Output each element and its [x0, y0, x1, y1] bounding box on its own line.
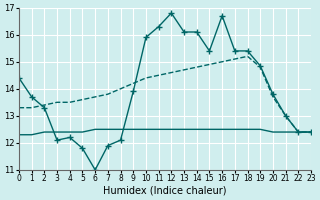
X-axis label: Humidex (Indice chaleur): Humidex (Indice chaleur) [103, 186, 227, 196]
